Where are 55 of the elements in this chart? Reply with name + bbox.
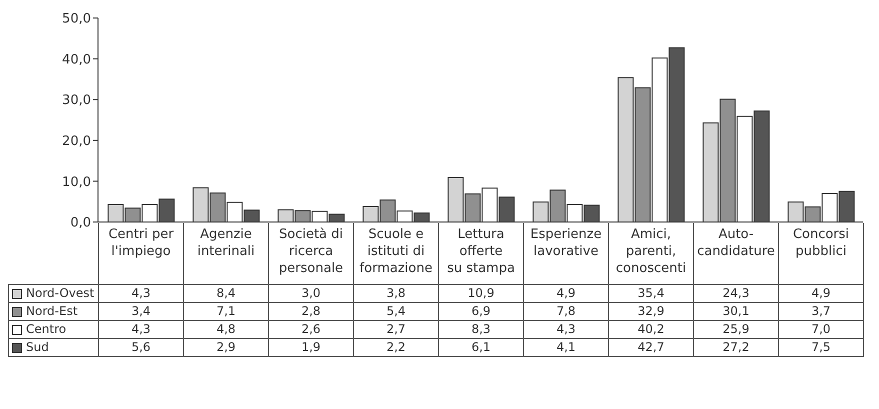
y-tick-label: 10,0 bbox=[62, 174, 91, 190]
legend-label: Nord-Est bbox=[8, 302, 98, 320]
x-tick-label: Concorsi pubblici bbox=[778, 223, 864, 284]
data-label: 3,4 bbox=[98, 302, 184, 320]
data-label: 3,0 bbox=[268, 284, 354, 302]
data-label: 25,9 bbox=[694, 320, 778, 338]
data-label: 7,8 bbox=[524, 302, 608, 320]
data-label: 5,4 bbox=[354, 302, 438, 320]
data-label: 7,1 bbox=[184, 302, 268, 320]
data-label: 2,7 bbox=[354, 320, 438, 338]
data-label: 4,1 bbox=[524, 338, 608, 356]
y-tick-label: 50,0 bbox=[62, 12, 91, 27]
x-tick-label: Società di ricerca personale bbox=[268, 223, 354, 284]
data-label: 4,9 bbox=[524, 284, 608, 302]
data-label: 7,5 bbox=[778, 338, 864, 356]
data-label: 3,7 bbox=[778, 302, 864, 320]
data-label: 30,1 bbox=[694, 302, 778, 320]
x-tick-label: Lettura offerte su stampa bbox=[438, 223, 524, 284]
x-tick-label: Scuole e istituti di formazione bbox=[354, 223, 438, 284]
data-label: 10,9 bbox=[438, 284, 524, 302]
y-tick-label: 20,0 bbox=[62, 134, 91, 150]
data-label: 2,6 bbox=[268, 320, 354, 338]
data-label: 5,6 bbox=[98, 338, 184, 356]
data-label: 32,9 bbox=[608, 302, 694, 320]
data-label: 4,3 bbox=[98, 320, 184, 338]
data-label: 6,1 bbox=[438, 338, 524, 356]
x-tick-label: Agenzie interinali bbox=[184, 223, 268, 284]
legend-label: Centro bbox=[8, 320, 98, 338]
data-label: 8,4 bbox=[184, 284, 268, 302]
data-label: 40,2 bbox=[608, 320, 694, 338]
data-label: 2,2 bbox=[354, 338, 438, 356]
data-label: 24,3 bbox=[694, 284, 778, 302]
y-tick-label: 30,0 bbox=[62, 93, 91, 108]
legend-label: Sud bbox=[8, 338, 98, 356]
x-tick-label: Auto- candidature bbox=[694, 223, 778, 284]
data-label: 7,0 bbox=[778, 320, 864, 338]
y-tick-label: 40,0 bbox=[62, 52, 91, 68]
data-label: 1,9 bbox=[268, 338, 354, 356]
data-label: 8,3 bbox=[438, 320, 524, 338]
data-label: 4,8 bbox=[184, 320, 268, 338]
y-tick-label: 0,0 bbox=[70, 216, 91, 231]
data-label: 35,4 bbox=[608, 284, 694, 302]
data-label: 3,8 bbox=[354, 284, 438, 302]
data-label: 2,9 bbox=[184, 338, 268, 356]
data-label: 4,3 bbox=[98, 284, 184, 302]
data-label: 4,9 bbox=[778, 284, 864, 302]
data-label: 2,8 bbox=[268, 302, 354, 320]
data-label: 6,9 bbox=[438, 302, 524, 320]
x-tick-label: Centri per l'impiego bbox=[98, 223, 184, 284]
legend-label: Nord-Ovest bbox=[8, 284, 98, 302]
x-tick-label: Amici, parenti, conoscenti bbox=[608, 223, 694, 284]
data-label: 42,7 bbox=[608, 338, 694, 356]
x-tick-label: Esperienze lavorative bbox=[524, 223, 608, 284]
data-label: 4,3 bbox=[524, 320, 608, 338]
data-label: 27,2 bbox=[694, 338, 778, 356]
